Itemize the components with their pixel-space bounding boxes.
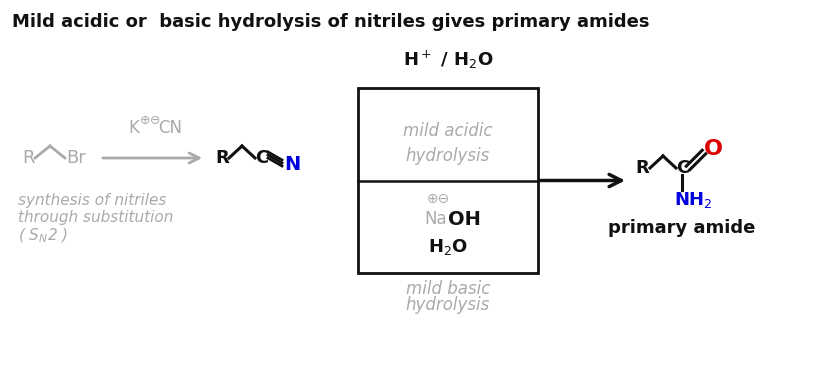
Text: O: O xyxy=(703,139,722,159)
Text: hydrolysis: hydrolysis xyxy=(405,296,490,314)
Text: Na: Na xyxy=(424,210,447,229)
Text: through substitution: through substitution xyxy=(18,210,173,225)
Text: Br: Br xyxy=(66,149,86,167)
Text: C: C xyxy=(255,149,268,167)
Text: R: R xyxy=(634,159,648,177)
Text: ⊕⊖: ⊕⊖ xyxy=(426,192,449,206)
Text: N: N xyxy=(284,156,300,174)
Text: primary amide: primary amide xyxy=(608,219,755,237)
Text: R: R xyxy=(215,149,228,167)
Text: K: K xyxy=(128,119,139,137)
Text: ( S$_N$2 ): ( S$_N$2 ) xyxy=(18,227,68,245)
Text: C: C xyxy=(675,159,688,177)
Text: R: R xyxy=(22,149,35,167)
Text: OH: OH xyxy=(447,210,480,229)
Text: hydrolysis: hydrolysis xyxy=(405,148,490,166)
Text: mild acidic: mild acidic xyxy=(403,121,492,139)
Text: synthesis of nitriles: synthesis of nitriles xyxy=(18,193,166,208)
Bar xyxy=(357,88,538,273)
Text: H$^+$ / H$_2$O: H$^+$ / H$_2$O xyxy=(402,49,493,71)
Text: NH$_2$: NH$_2$ xyxy=(673,190,712,210)
Text: Mild acidic or  basic hydrolysis of nitriles gives primary amides: Mild acidic or basic hydrolysis of nitri… xyxy=(12,13,648,31)
Text: ⊕: ⊕ xyxy=(140,113,151,127)
Text: ⊖: ⊖ xyxy=(150,113,160,127)
Text: CN: CN xyxy=(158,119,182,137)
Text: mild basic: mild basic xyxy=(405,280,490,298)
Text: H$_2$O: H$_2$O xyxy=(428,237,467,257)
